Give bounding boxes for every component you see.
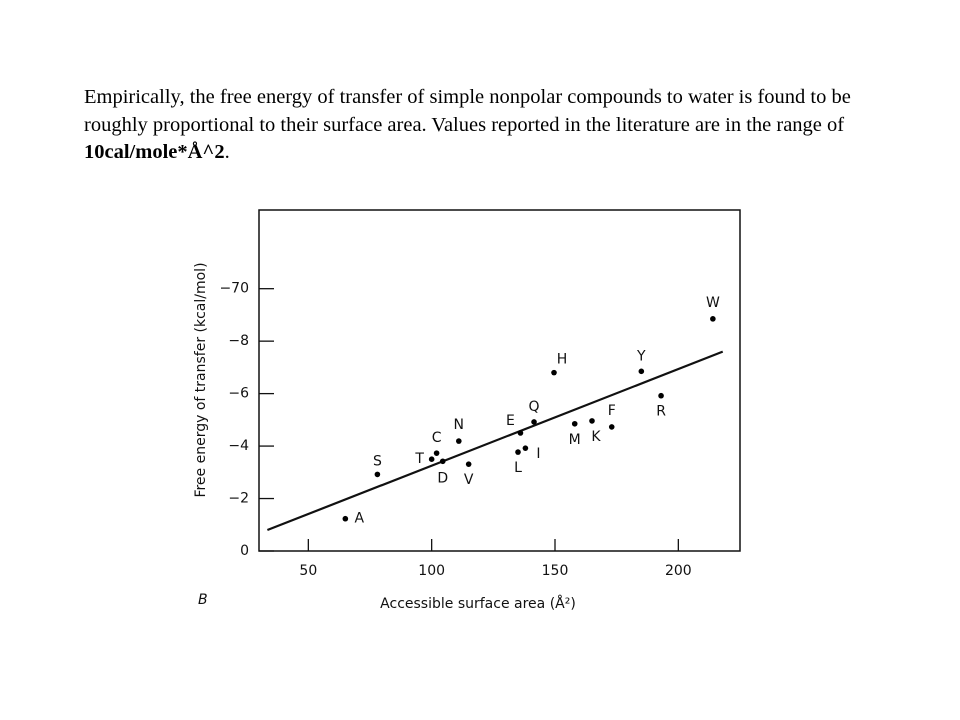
data-point — [608, 424, 615, 430]
data-point — [439, 458, 446, 465]
x-axis-label: Accessible surface area (Å²) — [380, 595, 576, 612]
data-point — [658, 392, 664, 399]
point-label: I — [536, 446, 540, 462]
point-label: T — [414, 451, 424, 467]
data-point — [342, 515, 349, 522]
point-label: L — [514, 460, 522, 476]
y-axis-label: Free energy of transfer (kcal/mol) — [193, 262, 209, 497]
paragraph: Empirically, the free energy of transfer… — [84, 84, 884, 167]
data-point — [428, 456, 435, 462]
y-tick-label: −6 — [228, 386, 249, 402]
text: Empirically, the free energy of transfer… — [84, 86, 851, 136]
data-point — [638, 368, 645, 375]
point-label: S — [373, 453, 382, 469]
bold-text: 10cal/mole*Å^2 — [84, 141, 225, 163]
data-point — [465, 461, 472, 467]
data-point — [433, 450, 440, 456]
data-point — [589, 418, 595, 424]
y-tick-label: −4 — [228, 438, 249, 454]
data-point — [710, 316, 716, 322]
x-tick-label: 200 — [665, 563, 692, 579]
point-label: K — [591, 429, 601, 445]
point-label: N — [454, 417, 464, 433]
data-point — [374, 471, 381, 478]
point-label: D — [437, 470, 448, 486]
data-point — [531, 419, 537, 425]
plot-frame — [258, 209, 741, 552]
point-label: F — [608, 403, 616, 419]
y-tick-label: −2 — [228, 491, 249, 507]
y-tick-label: −8 — [228, 333, 249, 349]
point-label: V — [464, 472, 474, 488]
x-tick-label: 150 — [542, 563, 569, 579]
data-point — [456, 438, 462, 444]
x-tick-label: 50 — [299, 563, 317, 579]
point-label: C — [432, 430, 442, 446]
y-tick-label: 0 — [240, 543, 249, 559]
point-label: W — [706, 295, 720, 311]
point-label: H — [557, 352, 568, 368]
y-tick-label: −70 — [219, 281, 249, 297]
data-point — [522, 445, 529, 451]
text: . — [224, 141, 230, 163]
fit-line — [266, 350, 724, 532]
point-label: A — [355, 511, 365, 527]
x-tick-label: 100 — [418, 563, 445, 579]
panel-label: B — [198, 592, 208, 608]
point-label: R — [656, 404, 666, 420]
data-point — [515, 449, 521, 455]
point-label: E — [506, 413, 515, 429]
point-label: M — [569, 432, 581, 448]
data-point — [551, 369, 557, 376]
data-point — [517, 430, 524, 436]
data-point — [571, 420, 578, 427]
point-label: Q — [529, 399, 540, 415]
point-label: Y — [636, 348, 646, 364]
